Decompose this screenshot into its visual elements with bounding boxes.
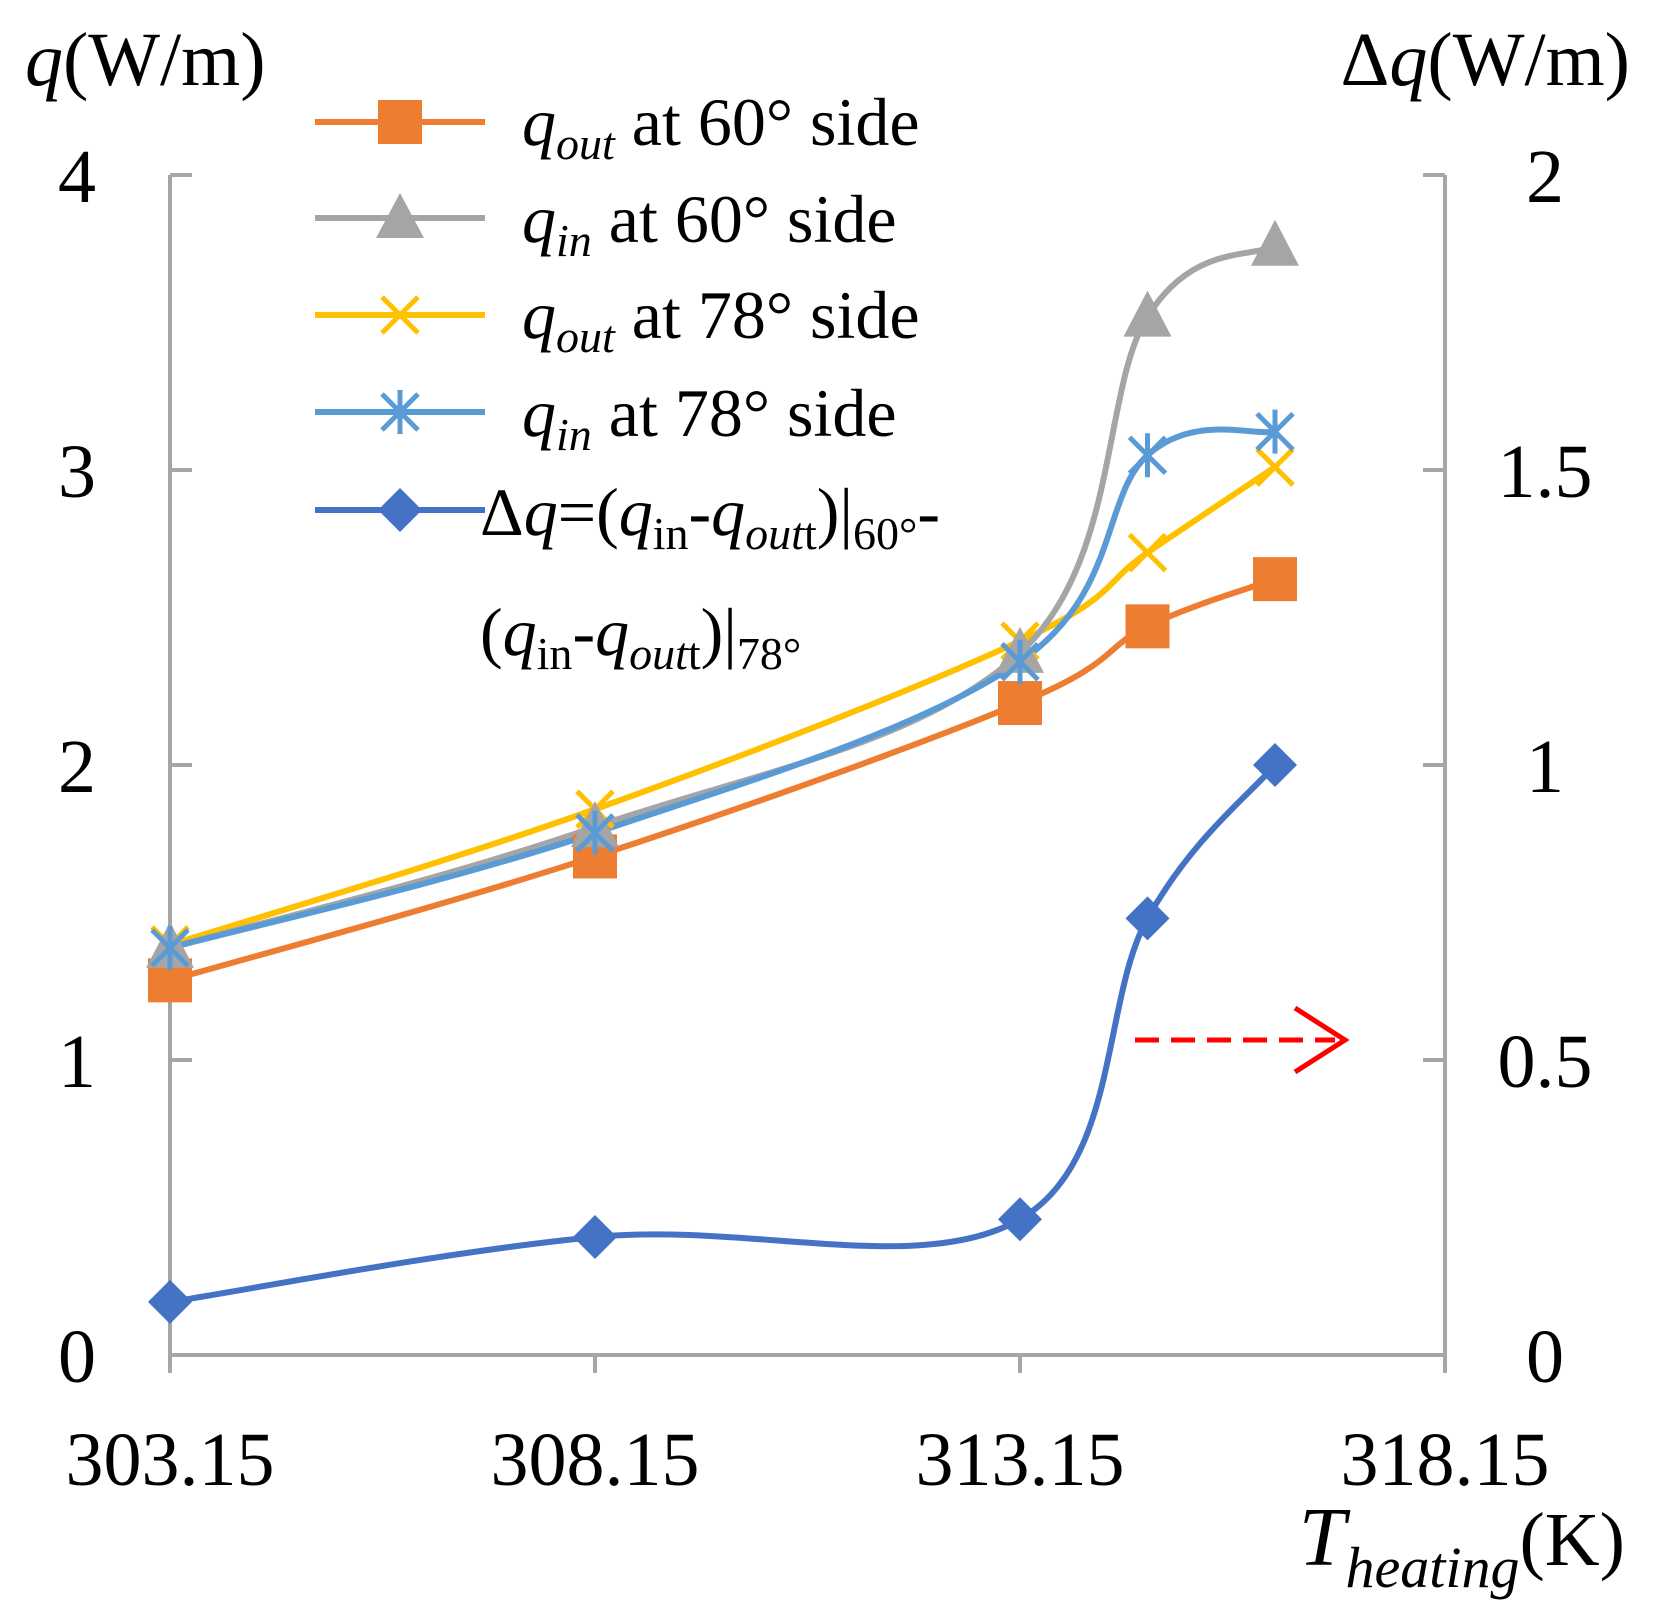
y-right-axis-title: Δq(W/m) — [1341, 18, 1630, 102]
y-right-axis-symbol: q — [1389, 18, 1427, 102]
y-right-tick-label: 1.5 — [1498, 430, 1593, 514]
x-tick-label: 313.15 — [916, 1418, 1125, 1502]
arrow-head — [1293, 1005, 1350, 1075]
series-line-delta-q — [169, 763, 1278, 1305]
data-point-delta-q — [573, 1215, 617, 1259]
legend-label-qout-60: qout at 60° side — [522, 84, 920, 169]
y-left-tick-label: 3 — [58, 430, 96, 514]
legend-entry-qin-60: qin at 60° side — [315, 181, 897, 266]
data-point-qout-60 — [1253, 557, 1297, 602]
x-tick-label: 308.15 — [491, 1418, 700, 1502]
y-right-axis-unit: (W/m) — [1427, 18, 1630, 102]
y-left-tick-label: 4 — [58, 135, 96, 219]
data-point-qin-78 — [575, 810, 615, 855]
x-axis-subscript: heating — [1346, 1535, 1520, 1600]
y-right-tick-label: 1 — [1526, 725, 1564, 809]
data-point-qin-78 — [1255, 409, 1295, 454]
data-point-qin-78 — [150, 925, 190, 970]
legend-marker-diamond — [378, 488, 422, 532]
legend-entry-delta-q: Δq=(qin-qoutt)|60°- (qin-qoutt)|78° — [315, 474, 940, 679]
y-left-axis-unit: (W/m) — [63, 18, 266, 102]
data-point-qin-60 — [1123, 290, 1172, 337]
axes: 303.15 308.15 313.15 318.15 0 1 2 3 4 0 0.5 1 1.5 2 — [58, 135, 1593, 1502]
data-point-qout-78 — [1255, 447, 1295, 487]
y-right-tick-label: 0 — [1526, 1315, 1564, 1399]
y-left-axis-title: q(W/m) — [25, 18, 266, 102]
legend-label-delta-q-line1: Δq=(qin-qoutt)|60°- — [480, 474, 940, 559]
data-point-delta-q — [148, 1279, 192, 1324]
data-point-qout-78 — [1127, 532, 1168, 573]
data-point-qin-78 — [1127, 433, 1168, 478]
y-right-axis-delta: Δ — [1341, 18, 1390, 102]
legend-entry-qout-78: qout at 78° side — [315, 277, 920, 362]
data-point-qout-60 — [1125, 604, 1170, 649]
x-tick-label: 303.15 — [66, 1418, 275, 1502]
legend-label-qin-60: qin at 60° side — [522, 181, 897, 266]
legend-marker-star — [380, 390, 420, 434]
legend-entry-qout-60: qout at 60° side — [315, 84, 920, 169]
markers-layer — [146, 219, 1299, 1324]
y-left-tick-label: 0 — [58, 1315, 96, 1399]
x-axis-symbol: T — [1299, 1491, 1351, 1584]
legend: qout at 60° side qin at 60° side qout at… — [315, 84, 940, 679]
data-point-delta-q — [1125, 896, 1170, 941]
legend-marker-triangle — [376, 193, 424, 238]
data-point-delta-q — [998, 1197, 1042, 1242]
data-point-qout-60 — [998, 681, 1042, 726]
legend-label-delta-q-line2: (qin-qoutt)|78° — [480, 594, 801, 679]
y-right-tick-label: 2 — [1526, 135, 1564, 219]
data-point-qin-78 — [1000, 639, 1040, 684]
legend-marker-square — [378, 100, 422, 144]
legend-label-qin-78: qin at 78° side — [522, 375, 897, 460]
data-point-qin-60 — [1251, 219, 1299, 266]
legend-entry-qin-78: qin at 78° side — [315, 375, 897, 460]
legend-marker-x — [380, 295, 420, 335]
y-left-axis-symbol: q — [25, 18, 63, 102]
y-right-tick-label: 0.5 — [1498, 1020, 1593, 1104]
legend-label-qout-78: qout at 78° side — [522, 277, 920, 362]
data-point-delta-q — [1253, 743, 1297, 787]
x-axis-title: Theating(K) — [1299, 1491, 1625, 1600]
x-tick-label: 318.15 — [1341, 1418, 1550, 1502]
right-axis-arrow — [1135, 1005, 1350, 1075]
y-left-tick-label: 1 — [58, 1020, 96, 1104]
y-left-tick-label: 2 — [58, 725, 96, 809]
x-axis-unit: (K) — [1519, 1498, 1625, 1582]
